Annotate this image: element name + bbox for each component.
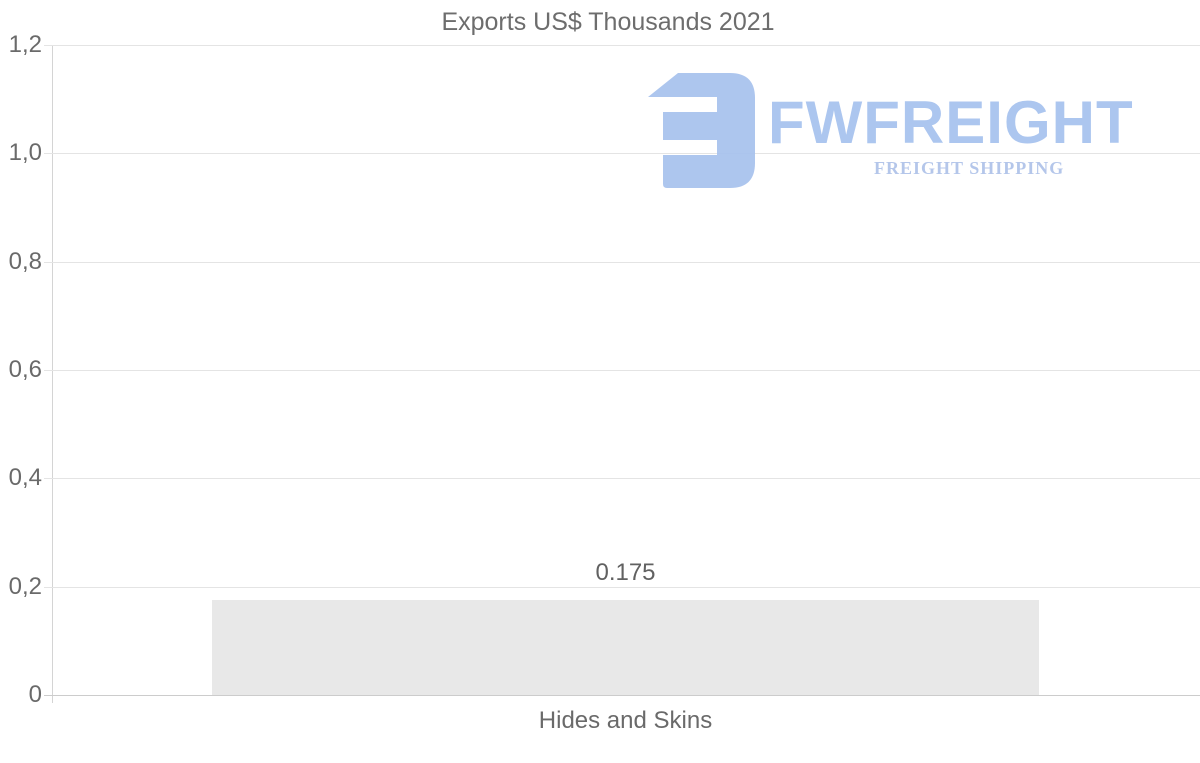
y-axis-line bbox=[52, 45, 53, 703]
chart-title: Exports US$ Thousands 2021 bbox=[441, 8, 775, 36]
y-axis-tick-label: 0,4 bbox=[8, 464, 42, 491]
x-axis-category-label: Hides and Skins bbox=[538, 707, 713, 734]
bar-value-label: 0.175 bbox=[595, 559, 656, 586]
gridline bbox=[44, 370, 1200, 371]
fwfreight-logo-icon bbox=[648, 73, 755, 188]
y-axis-tick-label: 0,6 bbox=[8, 356, 42, 383]
y-axis-tick-label: 0 bbox=[28, 681, 42, 708]
bar-hides-and-skins[interactable] bbox=[212, 600, 1039, 695]
gridline bbox=[44, 262, 1200, 263]
watermark-tagline-text: FREIGHT SHIPPING bbox=[874, 158, 1065, 178]
y-axis-tick-label: 0,2 bbox=[8, 573, 42, 600]
watermark-brand-text: FWFREIGHT bbox=[768, 89, 1134, 156]
gridline bbox=[44, 45, 1200, 46]
gridline bbox=[44, 695, 1200, 696]
y-axis-tick-label: 0,8 bbox=[8, 248, 42, 275]
gridline bbox=[44, 478, 1200, 479]
y-axis-tick-label: 1,0 bbox=[8, 139, 42, 166]
y-axis-tick-label: 1,2 bbox=[8, 31, 42, 58]
gridline bbox=[44, 587, 1200, 588]
gridline bbox=[44, 153, 1200, 154]
